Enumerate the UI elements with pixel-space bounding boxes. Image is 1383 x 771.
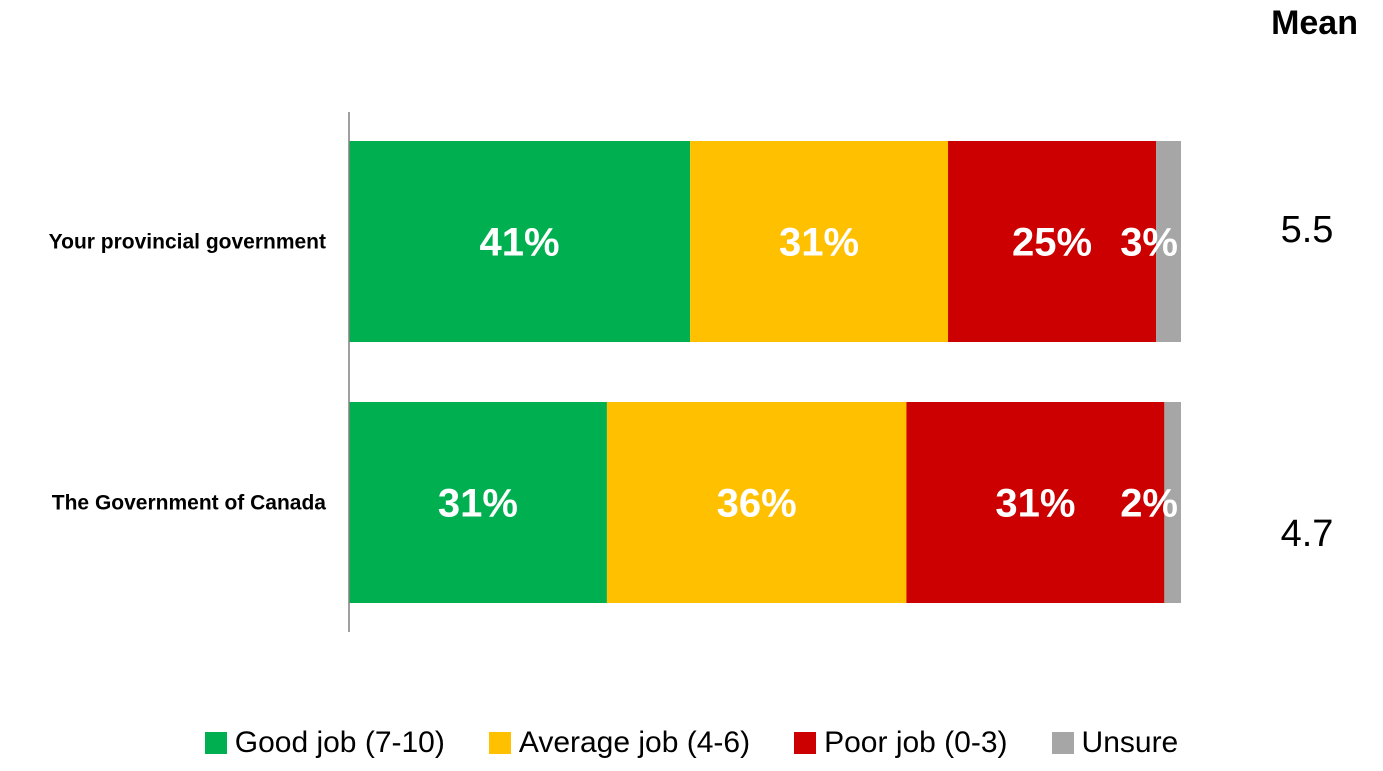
- mean-value: 4.7: [1281, 513, 1334, 555]
- legend-item-unsure: Unsure: [1051, 726, 1179, 760]
- data-label-good: 41%: [480, 221, 560, 265]
- legend-swatch-average: [488, 732, 511, 754]
- bar-segment-unsure: [1156, 141, 1181, 342]
- mean-column-header: Mean: [1271, 4, 1358, 42]
- legend-item-poor: Poor job (0-3): [794, 726, 1008, 760]
- bar-segment-unsure: [1164, 402, 1181, 603]
- data-label-average: 31%: [779, 221, 859, 265]
- data-label-good: 31%: [438, 482, 518, 526]
- chart-legend: Good job (7-10) Average job (4-6) Poor j…: [0, 726, 1383, 760]
- legend-label-unsure: Unsure: [1081, 726, 1179, 759]
- legend-item-good: Good job (7-10): [204, 726, 445, 760]
- data-label-unsure: 3%: [1120, 221, 1178, 265]
- mean-value: 5.5: [1281, 209, 1334, 251]
- bar-segment-poor: [906, 402, 1165, 603]
- legend-label-average: Average job (4-6): [518, 726, 751, 759]
- legend-item-average: Average job (4-6): [488, 726, 751, 760]
- bar-segment-average: [690, 141, 949, 342]
- bar-segment-poor: [948, 141, 1157, 342]
- data-label-poor: 25%: [1012, 221, 1092, 265]
- category-label: The Government of Canada: [52, 492, 327, 515]
- legend-swatch-good: [204, 732, 227, 754]
- bar-segment-good: [349, 141, 691, 342]
- legend-label-poor: Poor job (0-3): [824, 726, 1008, 759]
- data-label-average: 36%: [717, 482, 797, 526]
- bar-segment-good: [349, 402, 607, 603]
- data-label-unsure: 2%: [1120, 482, 1178, 526]
- data-label-poor: 31%: [995, 482, 1075, 526]
- legend-swatch-poor: [794, 732, 817, 754]
- stacked-bar-chart: Your provincial government 41% 31% 25% 3% 5.5…: [49, 112, 1334, 632]
- legend-swatch-unsure: [1051, 732, 1074, 754]
- category-label: Your provincial government: [49, 231, 326, 254]
- bar-segment-average: [606, 402, 907, 603]
- legend-label-good: Good job (7-10): [234, 726, 445, 759]
